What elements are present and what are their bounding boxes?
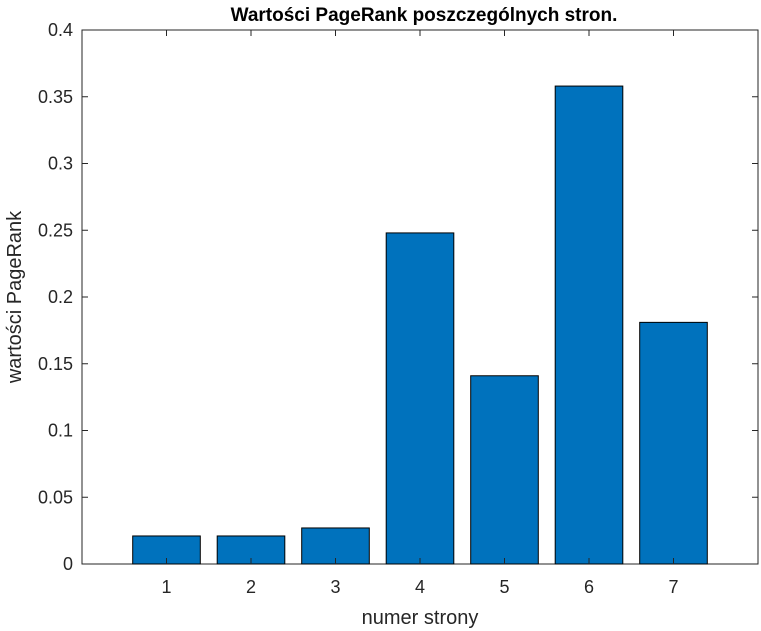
- y-tick-label: 0.05: [38, 487, 73, 507]
- y-tick-label: 0.1: [48, 421, 73, 441]
- x-tick-label: 1: [161, 577, 171, 597]
- y-tick-label: 0.4: [48, 20, 73, 40]
- y-tick-label: 0.3: [48, 154, 73, 174]
- x-tick-label: 4: [415, 577, 425, 597]
- y-tick-label: 0.2: [48, 287, 73, 307]
- y-tick-label: 0: [63, 554, 73, 574]
- bar-5: [470, 375, 539, 565]
- x-tick-label: 5: [499, 577, 509, 597]
- y-tick-label: 0.35: [38, 87, 73, 107]
- bar-3: [301, 527, 370, 565]
- x-tick-label: 2: [246, 577, 256, 597]
- x-tick-label: 7: [668, 577, 678, 597]
- x-tick-label: 6: [584, 577, 594, 597]
- y-tick-label: 0.25: [38, 220, 73, 240]
- chart-title: Wartości PageRank poszczególnych stron.: [231, 5, 618, 26]
- y-axis: 0 0.05 0.1 0.15 0.2 0.25 0.3 0.35 0.4: [38, 20, 758, 574]
- x-axis-label: numer strony: [362, 607, 479, 629]
- bars-group: [132, 85, 708, 565]
- x-axis: 1 2 3 4 5 6 7: [161, 30, 679, 597]
- bar-6: [554, 85, 624, 565]
- x-tick-label: 3: [330, 577, 340, 597]
- y-tick-label: 0.15: [38, 354, 73, 374]
- bar-4: [385, 232, 455, 565]
- y-axis-label: wartości PageRank: [4, 210, 26, 384]
- bar-7: [639, 321, 708, 565]
